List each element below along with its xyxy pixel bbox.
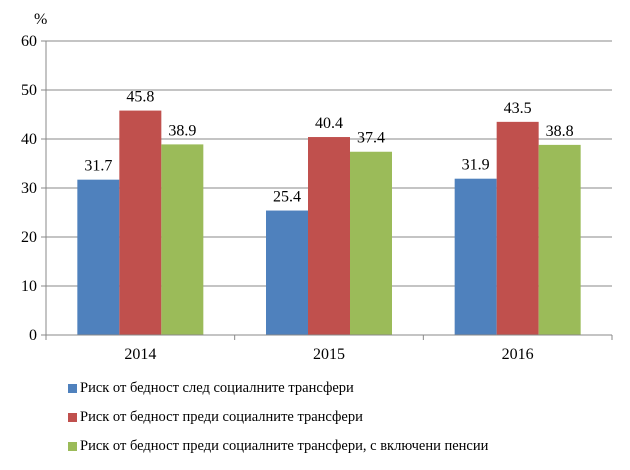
data-label: 45.8 xyxy=(126,89,154,106)
data-label: 38.8 xyxy=(546,123,574,140)
x-tick-label: 2016 xyxy=(502,346,534,363)
legend-swatch-after-transfers xyxy=(68,384,77,393)
bar xyxy=(161,144,204,335)
y-tick-label: 0 xyxy=(29,327,37,344)
y-tick-label: 10 xyxy=(21,278,37,295)
y-unit-label: % xyxy=(34,11,47,28)
y-tick-label: 30 xyxy=(21,180,37,197)
legend-label-before-transfers: Риск от бедност преди социалните трансфе… xyxy=(80,409,363,425)
bar xyxy=(350,151,392,335)
bar xyxy=(77,179,120,335)
bar xyxy=(538,144,581,335)
data-label: 31.7 xyxy=(84,158,112,175)
y-tick-label: 20 xyxy=(21,229,37,246)
data-label: 25.4 xyxy=(273,189,301,206)
data-label: 43.5 xyxy=(504,100,532,117)
bars xyxy=(77,110,581,335)
bar xyxy=(496,121,539,335)
bar xyxy=(119,110,162,335)
chart: 31.7 45.8 38.9 25.4 40.4 37.4 31.9 43.5 38.8 0 10… xyxy=(21,11,613,363)
legend-swatch-before-transfers-with-pensions xyxy=(68,442,77,451)
y-tick-label: 60 xyxy=(21,33,37,50)
bar xyxy=(454,178,497,335)
y-tick-label: 40 xyxy=(21,131,37,148)
data-label: 40.4 xyxy=(315,115,343,132)
legend-label-before-transfers-with-pensions: Риск от бедност преди социалните трансфе… xyxy=(80,438,489,454)
x-tick-label: 2015 xyxy=(313,346,345,363)
y-tick-label: 50 xyxy=(21,82,37,99)
bar xyxy=(308,137,350,335)
legend-swatch-before-transfers xyxy=(68,413,77,422)
x-tick-label: 2014 xyxy=(124,346,156,363)
bar xyxy=(266,210,308,335)
axes: 0 10 20 30 40 50 60 2014 2015 2016 xyxy=(21,33,613,363)
legend-label-after-transfers: Риск от бедност след социалните трансфер… xyxy=(80,380,354,396)
data-label: 37.4 xyxy=(357,130,385,147)
data-label: 38.9 xyxy=(168,122,196,139)
value-labels: 31.7 45.8 38.9 25.4 40.4 37.4 31.9 43.5 38.8 xyxy=(84,89,573,206)
data-label: 31.9 xyxy=(462,157,490,174)
